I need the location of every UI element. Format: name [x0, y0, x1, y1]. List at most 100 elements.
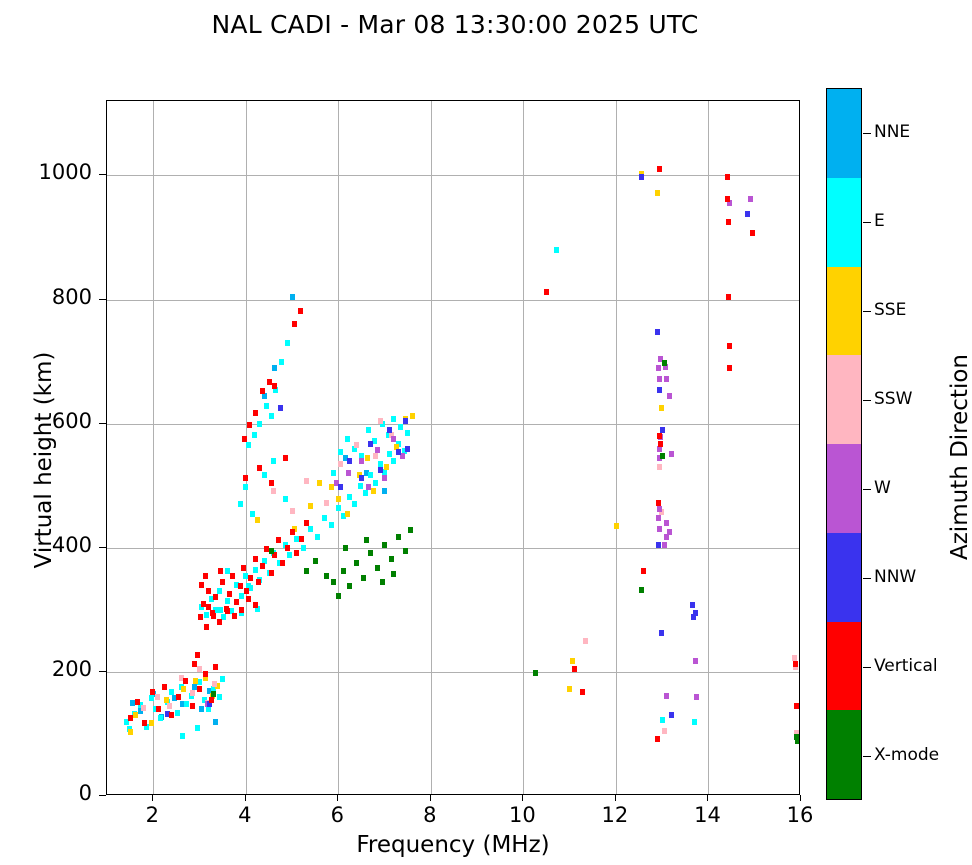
data-point	[657, 386, 663, 393]
data-point	[638, 173, 644, 180]
data-point	[167, 703, 173, 710]
data-point	[382, 541, 388, 548]
data-point	[333, 479, 339, 486]
data-point	[354, 442, 360, 449]
data-point	[308, 502, 314, 509]
data-point	[391, 415, 397, 422]
data-point	[272, 552, 278, 559]
data-point	[268, 413, 274, 420]
data-point	[726, 200, 732, 207]
data-point	[210, 613, 216, 620]
data-point	[324, 500, 330, 507]
data-point	[301, 544, 307, 551]
data-point	[689, 601, 695, 608]
data-point	[401, 448, 407, 455]
data-point	[793, 729, 799, 736]
x-axis-tick-label: 8	[423, 803, 437, 827]
data-point	[204, 611, 210, 618]
data-point	[130, 699, 136, 706]
x-axis-tick-label: 10	[509, 803, 536, 827]
data-point	[384, 464, 390, 471]
data-point	[268, 569, 274, 576]
data-point	[279, 358, 285, 365]
data-point	[137, 702, 143, 709]
data-point	[208, 696, 214, 703]
data-point	[791, 655, 797, 662]
data-point	[157, 714, 163, 721]
x-axis-tick	[614, 795, 616, 801]
gridline-vertical	[615, 101, 617, 794]
data-point	[137, 708, 143, 715]
data-point	[217, 606, 223, 613]
data-point	[794, 738, 799, 745]
data-point	[297, 307, 303, 314]
data-point	[179, 733, 185, 740]
colorbar-segment-nne	[827, 89, 861, 178]
data-point	[657, 440, 663, 447]
colorbar-title: Azimuth Direction	[947, 354, 972, 560]
data-point	[207, 687, 213, 694]
data-point	[213, 606, 219, 613]
data-point	[365, 484, 371, 491]
data-point	[363, 537, 369, 544]
colorbar	[826, 88, 862, 800]
data-point	[402, 547, 408, 554]
data-point	[335, 496, 341, 503]
data-point	[221, 614, 227, 621]
data-point	[371, 438, 377, 445]
gridline-horizontal	[107, 671, 799, 673]
data-point	[210, 690, 216, 697]
data-point	[242, 436, 248, 443]
data-point	[261, 558, 267, 565]
data-point	[342, 454, 348, 461]
data-point	[656, 445, 662, 452]
data-point	[657, 464, 663, 471]
data-point	[206, 603, 212, 610]
gridline-vertical	[523, 101, 525, 794]
data-point	[199, 603, 205, 610]
data-point	[655, 328, 661, 335]
data-point	[354, 560, 360, 567]
data-point	[347, 583, 353, 590]
data-point	[544, 288, 550, 295]
data-point	[289, 293, 295, 300]
data-point	[148, 695, 154, 701]
data-point	[294, 549, 300, 556]
data-point	[664, 376, 670, 383]
data-point	[655, 735, 661, 742]
data-point	[368, 549, 374, 556]
data-point	[396, 448, 402, 455]
data-point	[347, 457, 353, 464]
data-point	[199, 705, 205, 712]
gridline-vertical	[338, 101, 340, 794]
data-point	[340, 568, 346, 575]
data-point	[386, 426, 392, 433]
colorbar-segment-sse	[827, 266, 861, 356]
data-point	[252, 601, 258, 608]
data-point	[389, 556, 395, 562]
data-point	[370, 487, 376, 494]
data-point	[287, 552, 293, 559]
data-point	[389, 431, 395, 438]
data-point	[375, 446, 381, 453]
y-axis-tick	[99, 298, 106, 300]
data-point	[272, 383, 278, 390]
data-point	[127, 728, 133, 735]
data-point	[641, 568, 647, 575]
data-point	[335, 593, 341, 600]
data-point	[234, 599, 240, 606]
data-point	[322, 515, 328, 522]
data-point	[183, 678, 189, 685]
data-point	[382, 469, 388, 476]
data-point	[229, 608, 235, 615]
data-point	[659, 426, 665, 433]
data-point	[271, 487, 277, 494]
data-point	[289, 507, 295, 514]
data-point	[793, 661, 799, 668]
data-point	[338, 484, 344, 491]
data-point	[391, 436, 397, 443]
data-point	[259, 563, 265, 570]
data-point	[206, 705, 212, 712]
data-point	[243, 475, 249, 482]
data-point	[377, 417, 383, 424]
